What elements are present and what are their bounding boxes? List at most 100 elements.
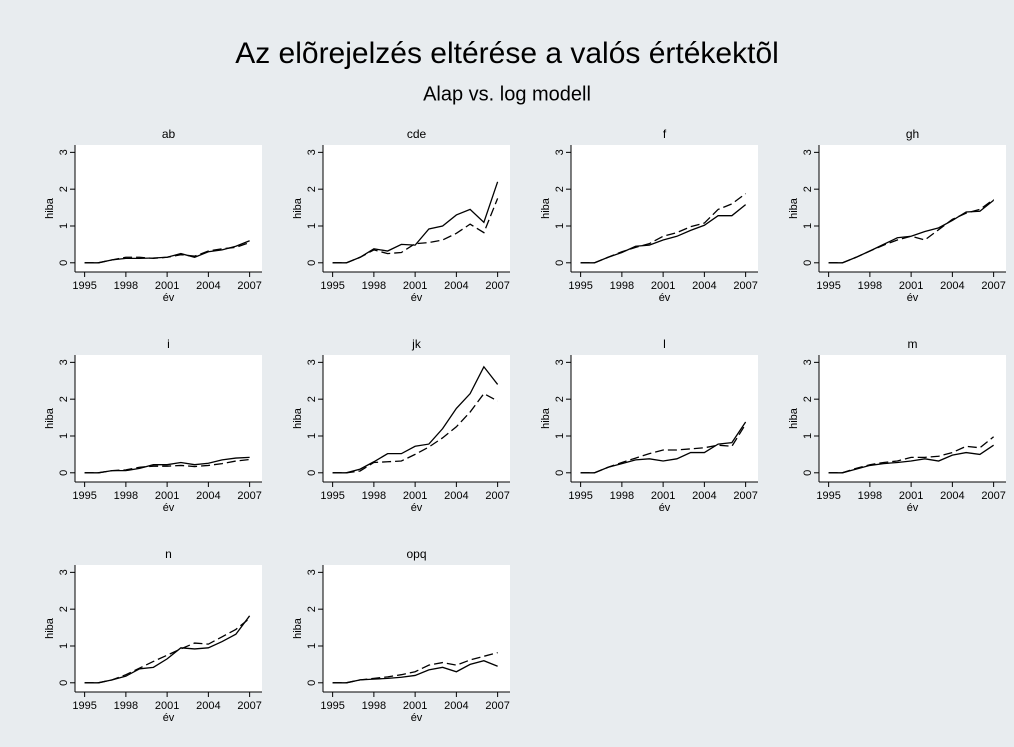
y-tick-label: 0 bbox=[554, 260, 566, 266]
y-tick-label: 2 bbox=[58, 396, 70, 402]
x-tick-label: 1998 bbox=[362, 700, 386, 712]
panel: gh 0 1 2 3 1995 1998 2001 2004 2007 év hiba bbox=[788, 127, 1006, 304]
x-tick-label: 2001 bbox=[403, 280, 427, 292]
plot-area bbox=[323, 565, 510, 692]
y-tick-label: 0 bbox=[306, 470, 318, 476]
y-tick-label: 3 bbox=[306, 569, 318, 575]
x-tick-label: 2004 bbox=[692, 280, 716, 292]
x-tick-label: 2007 bbox=[485, 490, 509, 502]
x-tick-label: 2007 bbox=[485, 280, 509, 292]
series-line bbox=[332, 198, 499, 264]
chart-title: Az elõrejelzés eltérése a valós értékekt… bbox=[235, 37, 779, 70]
y-axis-label: hiba bbox=[292, 617, 304, 639]
x-tick-label: 2004 bbox=[444, 280, 468, 292]
x-tick-label: 1998 bbox=[362, 490, 386, 502]
x-tick-label: 1998 bbox=[858, 490, 882, 502]
panel-title: l bbox=[663, 337, 666, 351]
y-tick-label: 2 bbox=[306, 606, 318, 612]
panel-title: ab bbox=[162, 127, 176, 141]
x-tick-label: 2007 bbox=[981, 490, 1005, 502]
plot-area bbox=[819, 145, 1006, 272]
y-tick-label: 1 bbox=[58, 643, 70, 649]
panel: m 0 1 2 3 1995 1998 2001 2004 2007 év hiba bbox=[788, 337, 1006, 514]
x-tick-label: 2001 bbox=[899, 280, 923, 292]
x-axis-label: év bbox=[907, 502, 919, 514]
y-tick-label: 0 bbox=[802, 260, 814, 266]
series-line bbox=[828, 198, 995, 264]
panel: n 0 1 2 3 1995 1998 2001 2004 2007 év hiba bbox=[44, 547, 262, 724]
panel-title: gh bbox=[906, 127, 919, 141]
panel-title: jk bbox=[411, 337, 422, 351]
chart-subtitle: Alap vs. log modell bbox=[423, 83, 591, 105]
y-tick-label: 1 bbox=[58, 433, 70, 439]
x-tick-label: 2004 bbox=[196, 490, 220, 502]
x-tick-label: 2004 bbox=[444, 490, 468, 502]
y-axis-label: hiba bbox=[788, 407, 800, 429]
panel-title: n bbox=[165, 547, 172, 561]
series-line bbox=[332, 392, 498, 474]
y-tick-label: 0 bbox=[802, 470, 814, 476]
y-tick-label: 3 bbox=[802, 359, 814, 365]
panel-title: f bbox=[663, 127, 667, 141]
y-tick-label: 1 bbox=[554, 223, 566, 229]
y-tick-label: 3 bbox=[802, 149, 814, 155]
x-tick-label: 1998 bbox=[610, 280, 634, 292]
x-axis-label: év bbox=[163, 502, 175, 514]
series-line bbox=[332, 365, 499, 474]
y-tick-label: 3 bbox=[58, 569, 70, 575]
panel: cde 0 1 2 3 1995 1998 2001 2004 2007 év hiba bbox=[292, 127, 510, 304]
x-tick-label: 1995 bbox=[568, 280, 592, 292]
series-line bbox=[84, 617, 251, 684]
plot-area bbox=[75, 145, 262, 272]
x-tick-label: 1995 bbox=[72, 280, 96, 292]
x-axis-label: év bbox=[411, 502, 423, 514]
x-tick-label: 2001 bbox=[403, 700, 427, 712]
y-tick-label: 2 bbox=[802, 186, 814, 192]
x-tick-label: 1998 bbox=[114, 490, 138, 502]
x-tick-label: 2007 bbox=[237, 490, 261, 502]
x-tick-label: 1995 bbox=[72, 700, 96, 712]
y-tick-label: 1 bbox=[306, 433, 318, 439]
series-line bbox=[580, 423, 747, 474]
plot-area bbox=[75, 565, 262, 692]
y-axis-label: hiba bbox=[44, 407, 56, 429]
y-axis-label: hiba bbox=[44, 197, 56, 219]
x-tick-label: 2007 bbox=[237, 700, 261, 712]
series-line bbox=[828, 444, 994, 474]
x-axis-label: év bbox=[659, 502, 671, 514]
x-tick-label: 2004 bbox=[444, 700, 468, 712]
y-tick-label: 2 bbox=[306, 396, 318, 402]
y-tick-label: 3 bbox=[58, 149, 70, 155]
x-tick-label: 1998 bbox=[362, 280, 386, 292]
x-axis-label: év bbox=[411, 712, 423, 724]
y-tick-label: 1 bbox=[306, 223, 318, 229]
y-tick-label: 2 bbox=[306, 186, 318, 192]
plot-area bbox=[323, 355, 510, 482]
x-tick-label: 1995 bbox=[320, 280, 344, 292]
plot-area bbox=[571, 145, 758, 272]
x-axis-label: év bbox=[907, 292, 919, 304]
y-tick-label: 0 bbox=[554, 470, 566, 476]
x-tick-label: 2007 bbox=[237, 280, 261, 292]
series-line bbox=[84, 458, 250, 474]
x-tick-label: 2004 bbox=[940, 280, 964, 292]
x-tick-label: 2004 bbox=[692, 490, 716, 502]
series-line bbox=[332, 651, 498, 684]
panel: i 0 1 2 3 1995 1998 2001 2004 2007 év hiba bbox=[44, 337, 262, 514]
series-line bbox=[84, 241, 250, 264]
x-tick-label: 1995 bbox=[72, 490, 96, 502]
x-tick-label: 2001 bbox=[651, 490, 675, 502]
panel: l 0 1 2 3 1995 1998 2001 2004 2007 év hiba bbox=[540, 337, 758, 514]
y-axis-label: hiba bbox=[540, 407, 552, 429]
y-axis-label: hiba bbox=[540, 197, 552, 219]
y-tick-label: 2 bbox=[554, 396, 566, 402]
x-tick-label: 2004 bbox=[196, 700, 220, 712]
x-tick-label: 1995 bbox=[320, 490, 344, 502]
x-axis-label: év bbox=[163, 712, 175, 724]
y-tick-label: 2 bbox=[58, 606, 70, 612]
panel: ab 0 1 2 3 1995 1998 2001 2004 2007 év hiba bbox=[44, 127, 262, 304]
x-tick-label: 2001 bbox=[651, 280, 675, 292]
y-tick-label: 3 bbox=[58, 359, 70, 365]
y-axis-label: hiba bbox=[788, 197, 800, 219]
